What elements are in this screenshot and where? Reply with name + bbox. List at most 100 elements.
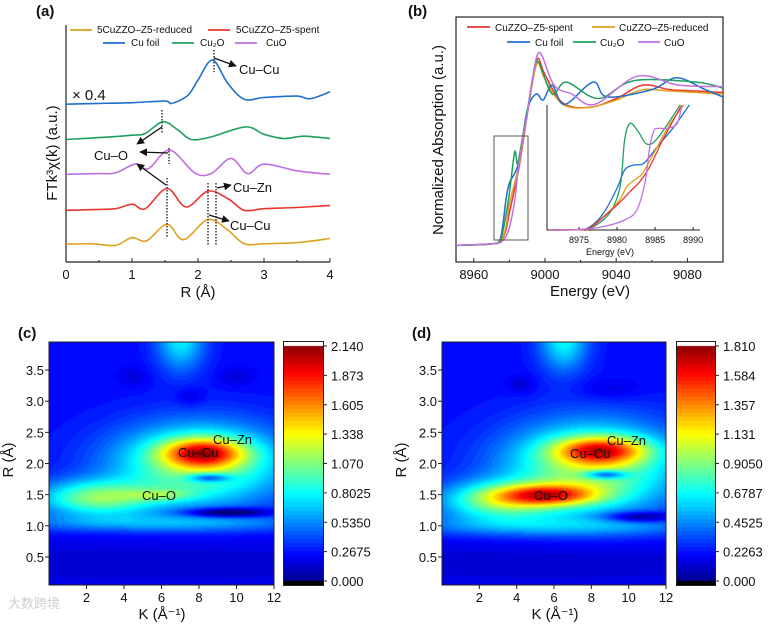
- x-tick-label: 1: [128, 267, 135, 282]
- colorbar-label: 1.605: [331, 398, 364, 413]
- legend-label-cu2o: Cu₂O: [200, 38, 225, 49]
- series-line-cu-foil: [65, 59, 331, 105]
- panel-d-frame: [441, 341, 667, 586]
- y-tick-label: 0.5: [26, 550, 44, 565]
- panel-b-frame: [455, 16, 724, 263]
- colorbar-label: 1.584: [723, 368, 756, 383]
- panel-b-x-label: Energy (eV): [550, 283, 630, 300]
- colorbar-label: 1.338: [331, 427, 364, 442]
- y-tick-label: 1.0: [26, 519, 44, 534]
- series-line-cu-o: [455, 60, 724, 247]
- legend-label-cuo: CuO: [266, 38, 287, 49]
- scale-note: × 0.4: [72, 87, 106, 104]
- panel-a-x-label: R (Å): [181, 284, 216, 301]
- arrow-icon: [216, 182, 232, 191]
- colorbar-label: 1.357: [723, 398, 756, 413]
- x-tick-label: 4: [513, 590, 520, 605]
- panel-b-y-label: Normalized Absorption (a.u.): [430, 45, 447, 235]
- panel-label-a: (a): [36, 3, 54, 20]
- x-tick-label: 2: [194, 267, 201, 282]
- inset-x-label: Energy (eV): [586, 247, 634, 257]
- y-tick-label: 3.5: [419, 363, 437, 378]
- watermark: 大数跨境: [8, 596, 60, 611]
- y-tick-label: 3.5: [26, 363, 44, 378]
- x-tick-label: 4: [120, 590, 127, 605]
- legend-label-reduced: CuZZO–Z5-reduced: [619, 23, 708, 34]
- inset-series-line-cuzzo-z5-spent: [548, 104, 683, 231]
- heatmap-d-annotation-cu-cu: Cu–Cu: [570, 446, 610, 461]
- y-tick-label: 2.0: [419, 457, 437, 472]
- colorbar-label: 0.000: [331, 574, 364, 589]
- colorbar-label: 0.2675: [331, 545, 371, 560]
- x-tick-label: 12: [267, 590, 281, 605]
- series-line-cuo: [65, 149, 331, 177]
- panel-a-legend: 5CuZZO–Z5-reduced 5CuZZO–Z5-spent Cu foi…: [70, 25, 320, 49]
- inset-x-tick-label: 8980: [607, 235, 627, 245]
- inset-series-line-cu-o: [548, 104, 681, 231]
- colorbar-label: 1.873: [331, 368, 364, 383]
- colorbar-label: 0.000: [723, 574, 756, 589]
- legend-label-spent: 5CuZZO–Z5-spent: [236, 25, 320, 36]
- x-tick-label: 9040: [602, 267, 631, 282]
- panel-b-chart: 8960 9000 9040 9080 8975 8980 8985 8990 Energy…: [430, 16, 724, 300]
- heatmap-d-annotation-cu-zn: Cu–Zn: [607, 433, 646, 448]
- inset-x-tick-label: 8985: [645, 235, 665, 245]
- heatmap-c-annotation-cu-o: Cu–O: [142, 488, 176, 503]
- panel-b-legend: CuZZO–Z5-spent CuZZO–Z5-reduced Cu foil …: [467, 23, 708, 49]
- heatmap-d-image: [442, 342, 666, 585]
- x-tick-label: 9080: [673, 267, 702, 282]
- x-tick-label: 6: [550, 590, 557, 605]
- x-tick-label: 6: [158, 590, 165, 605]
- x-tick-label: 2: [476, 590, 483, 605]
- peak-markers: [161, 50, 217, 245]
- inset-x-tick-label: 8975: [569, 235, 589, 245]
- legend-label-cu2o: Cu₂O: [600, 38, 625, 49]
- y-tick-label: 2.5: [419, 425, 437, 440]
- arrow-icon: [136, 126, 163, 145]
- colorbar-label: 0.2263: [723, 545, 763, 560]
- heatmap-c-annotation-cu-zn: Cu–Zn: [213, 432, 252, 447]
- x-tick-label: 8: [588, 590, 595, 605]
- annotation-cu-cu-bottom: Cu–Cu: [230, 218, 270, 233]
- colorbar-label: 1.070: [331, 457, 364, 472]
- arrow-icon: [213, 57, 237, 68]
- colorbar-label: 0.9050: [723, 457, 763, 472]
- inset-series-line-cuzzo-z5-reduced: [548, 104, 685, 231]
- panel-label-c: (c): [18, 325, 36, 342]
- panel-d-y-label: R (Å): [393, 443, 410, 478]
- panel-label-b: (b): [408, 3, 427, 20]
- legend-label-cuo: CuO: [664, 38, 685, 49]
- legend-label-reduced: 5CuZZO–Z5-reduced: [97, 25, 192, 36]
- arrow-icon: [139, 148, 169, 157]
- panel-c-y-label: R (Å): [0, 443, 17, 478]
- colorbar-label: 1.810: [723, 339, 756, 354]
- zoom-region-box: [493, 135, 529, 241]
- panel-c-frame: [48, 341, 275, 586]
- x-tick-label: 10: [621, 590, 635, 605]
- series-line-cuzzo-z5-spent: [455, 57, 724, 247]
- series-line-5cuzzo-z5-reduced: [65, 218, 331, 247]
- heatmap-c-annotation-cu-cu: Cu–Cu: [178, 445, 218, 460]
- panel-label-d: (d): [412, 325, 431, 342]
- arrows: [136, 57, 237, 223]
- legend-label-cu-foil: Cu foil: [535, 38, 563, 49]
- series-line-5cuzzo-z5-spent: [65, 187, 331, 212]
- y-tick-label: 1.0: [419, 519, 437, 534]
- legend-label-cu-foil: Cu foil: [131, 38, 159, 49]
- y-tick-label: 2.0: [26, 457, 44, 472]
- arrow-icon: [136, 163, 167, 186]
- series-line-cuzzo-z5-reduced: [455, 62, 724, 247]
- y-tick-label: 1.5: [419, 488, 437, 503]
- legend-label-spent: CuZZO–Z5-spent: [495, 23, 573, 34]
- x-tick-label: 8: [195, 590, 202, 605]
- annotation-cu-zn: Cu–Zn: [233, 180, 272, 195]
- inset-series-line-cuo: [548, 104, 683, 231]
- colorbar-label: 0.8025: [331, 486, 371, 501]
- colorbar-label: 0.5350: [331, 515, 371, 530]
- y-tick-label: 1.5: [26, 488, 44, 503]
- colorbar-label: 0.6787: [723, 486, 763, 501]
- colorbar-d: [676, 341, 716, 586]
- arrow-icon: [208, 214, 230, 223]
- x-tick-label: 0: [62, 267, 69, 282]
